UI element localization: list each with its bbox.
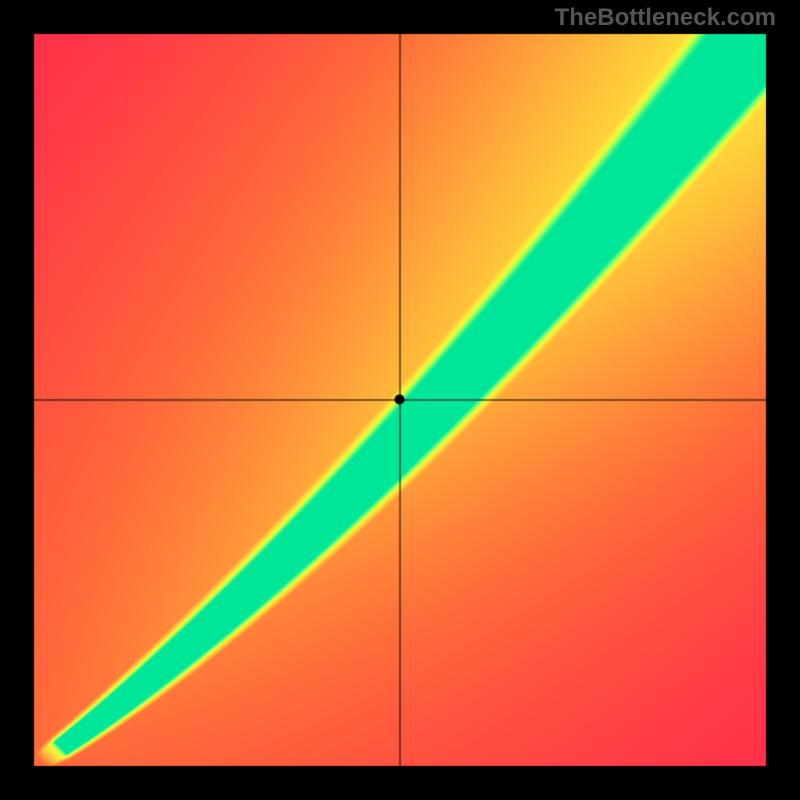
bottleneck-heatmap <box>0 0 800 800</box>
watermark-text: TheBottleneck.com <box>555 4 776 32</box>
